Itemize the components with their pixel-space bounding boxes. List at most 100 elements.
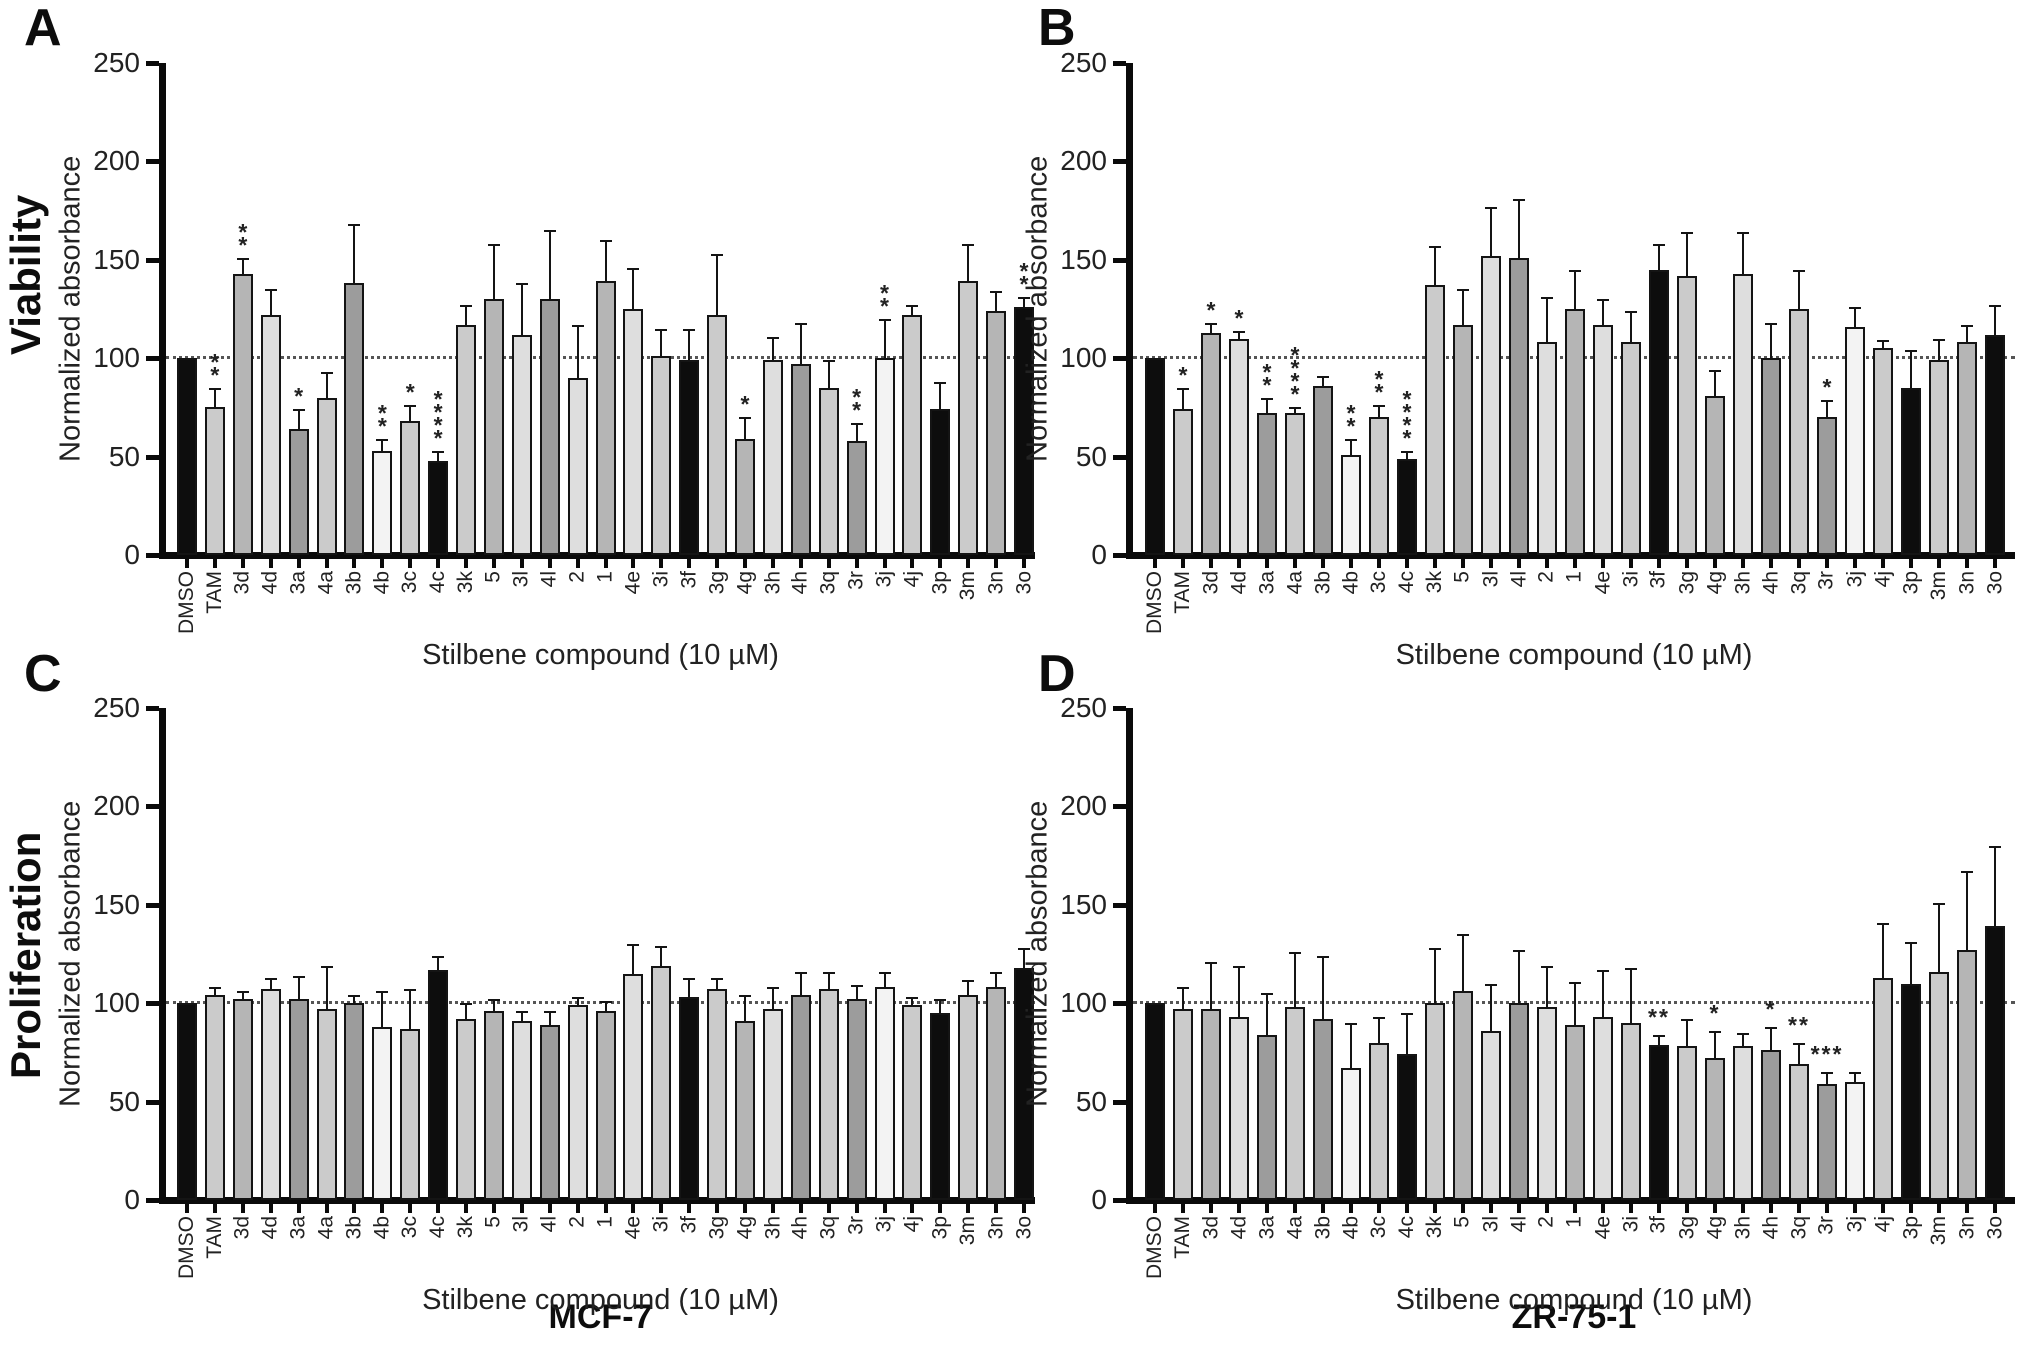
bar-D-4j: [1873, 977, 1893, 1200]
bar-B-3g: [1677, 275, 1697, 555]
error-bar-D-3l: [1490, 983, 1492, 1031]
bar-A-4g: [735, 438, 755, 555]
x-tick-B: [1321, 559, 1325, 568]
error-cap-B-3m: [1933, 338, 1945, 341]
x-tick-B: [1881, 559, 1885, 568]
y-tick-B: [1113, 356, 1126, 362]
error-bar-B-3f: [1658, 244, 1660, 270]
significance-B-4d: *: [1234, 304, 1244, 331]
x-tick-label-B-1: 1: [1563, 571, 1586, 583]
error-bar-C-4e: [632, 944, 635, 974]
cell-line-label-zr751: ZR-75-1: [1511, 1298, 1637, 1336]
bar-A-4h: [790, 364, 811, 555]
error-bar-C-3h: [771, 987, 774, 1010]
x-tick-label-D-3d: 3d: [1199, 1216, 1222, 1240]
x-tick-label-B-3d: 3d: [1199, 571, 1222, 595]
x-tick-C: [659, 1204, 664, 1213]
bar-B-4l: [1509, 257, 1529, 555]
error-bar-D-3b: [1322, 955, 1324, 1019]
bar-A-3h: [762, 360, 783, 555]
error-bar-A-3k: [465, 305, 467, 325]
x-tick-A: [994, 559, 999, 568]
significance-B-3r: *: [1822, 373, 1832, 400]
x-tick-D: [1433, 1204, 1437, 1213]
error-bar-C-3f: [688, 977, 691, 998]
error-bar-D-4d: [1238, 965, 1240, 1017]
y-axis-C: [159, 708, 166, 1204]
bar-B-3c: [1369, 417, 1389, 555]
bar-A-3m: [958, 281, 979, 555]
x-tick-label-A-4d: 4d: [258, 571, 282, 595]
error-cap-C-3j: [878, 971, 891, 974]
error-cap-A-3c: [404, 405, 417, 408]
x-tick-B: [1461, 559, 1465, 568]
x-tick-B: [1741, 559, 1745, 568]
error-bar-A-3o: [1023, 297, 1025, 308]
error-cap-C-3c: [404, 989, 417, 992]
bar-D-3a: [1257, 1034, 1277, 1200]
error-cap-D-3f: [1653, 1034, 1665, 1037]
x-tick-label-C-3o: 3o: [1012, 1216, 1035, 1240]
x-tick-label-B-3a: 3a: [1255, 571, 1278, 595]
x-tick-B: [1685, 559, 1689, 568]
x-tick-B: [1153, 559, 1157, 568]
significance-B-3c: * *: [1374, 366, 1384, 406]
error-cap-A-3b: [348, 224, 361, 227]
x-tick-label-C-3f: 3f: [677, 1216, 701, 1234]
error-cap-D-4d: [1233, 965, 1245, 968]
bar-A-3d: [232, 273, 253, 555]
x-tick-B: [1573, 559, 1577, 568]
panel-letter-c: C: [24, 645, 62, 703]
bar-D-3q: [1789, 1064, 1809, 1200]
x-tick-B: [1181, 559, 1185, 568]
error-bar-C-1: [604, 1001, 607, 1012]
bar-D-5: [1453, 991, 1473, 1200]
bar-A-TAM: [204, 407, 225, 555]
error-cap-C-3g: [711, 977, 724, 980]
x-tick-D: [1209, 1204, 1213, 1213]
significance-A-3c: *: [405, 379, 415, 406]
bar-B-5: [1453, 324, 1473, 555]
x-tick-B: [1713, 559, 1717, 568]
x-tick-label-B-3o: 3o: [1983, 571, 2006, 595]
x-tick-label-A-3o: 3o: [1012, 571, 1035, 595]
x-tick-A: [547, 559, 552, 568]
x-tick-label-D-3i: 3i: [1619, 1216, 1642, 1233]
x-tick-B: [1517, 559, 1521, 568]
x-tick-label-B-TAM: TAM: [1171, 571, 1194, 614]
x-tick-label-D-4e: 4e: [1591, 1216, 1614, 1240]
x-tick-label-C-3i: 3i: [649, 1216, 673, 1233]
bar-B-3j: [1845, 326, 1865, 555]
x-tick-label-D-4a: 4a: [1283, 1216, 1306, 1240]
x-tick-C: [994, 1204, 999, 1213]
bar-D-4g: [1705, 1058, 1725, 1200]
error-cap-A-3m: [962, 244, 975, 247]
x-axis-C: [159, 1197, 1035, 1204]
y-tick-B: [1113, 454, 1126, 460]
x-tick-label-A-1: 1: [593, 571, 617, 583]
error-cap-A-4j: [906, 305, 919, 308]
x-tick-label-A-3g: 3g: [705, 571, 729, 595]
error-bar-A-4e: [632, 267, 635, 309]
x-tick-A: [826, 559, 831, 568]
x-tick-label-C-DMSO: DMSO: [175, 1216, 198, 1279]
error-bar-C-3c: [409, 989, 412, 1029]
y-tick-label-D: 100: [1060, 987, 1107, 1019]
bar-C-3h: [762, 1009, 783, 1200]
x-tick-label-C-TAM: TAM: [202, 1216, 226, 1259]
error-cap-D-5: [1457, 934, 1469, 937]
x-axis-title-B: Stilbene compound (10 µM): [1395, 639, 1753, 671]
bar-C-3n: [986, 987, 1007, 1200]
error-cap-B-3a: [1261, 397, 1273, 400]
error-cap-A-4b: [376, 438, 389, 441]
error-cap-C-4j: [906, 997, 919, 1000]
error-bar-D-3f: [1658, 1034, 1660, 1045]
error-bar-A-4l: [548, 230, 551, 300]
error-bar-D-4l: [1518, 950, 1520, 1004]
error-bar-B-3a: [1266, 397, 1268, 414]
x-tick-D: [1545, 1204, 1549, 1213]
significance-A-TAM: * *: [210, 348, 220, 388]
x-tick-C: [770, 1204, 775, 1213]
x-tick-label-B-4h: 4h: [1759, 571, 1782, 595]
error-bar-C-3k: [465, 1003, 467, 1019]
